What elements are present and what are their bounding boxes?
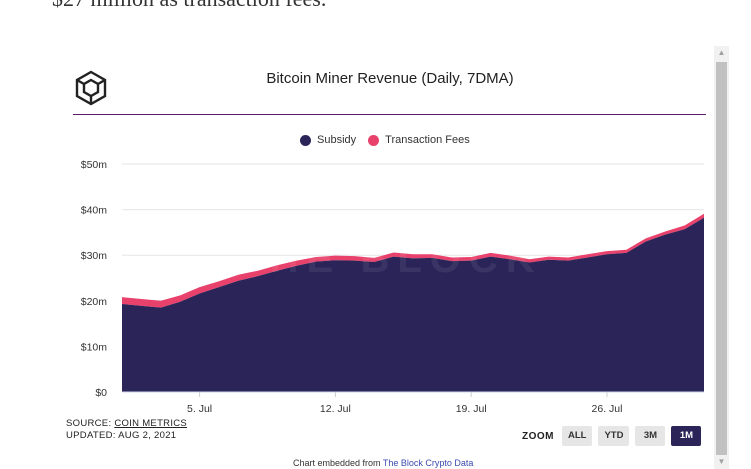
y-tick-label: $0 [95,387,107,399]
legend-item-subsidy[interactable]: Subsidy [300,134,356,146]
y-tick-label: $10m [81,341,108,353]
chart-watermark: THE BLOCK [237,237,542,281]
zoom-button-3m[interactable]: 3M [635,426,666,446]
zoom-controls: ZOOM ALL YTD 3M 1M [522,426,702,446]
zoom-label: ZOOM [522,430,554,442]
embed-credit: Chart embedded from The Block Crypto Dat… [293,458,473,468]
legend-label-transaction-fees: Transaction Fees [385,134,470,146]
embed-link[interactable]: The Block Crypto Data [382,458,474,468]
zoom-button-1m[interactable]: 1M [671,426,702,446]
legend-swatch-subsidy [300,134,311,146]
y-tick-label: $40m [81,205,108,217]
x-tick-label: 5. Jul [187,403,212,415]
x-tick-label: 12. Jul [320,403,351,415]
vertical-scrollbar[interactable]: ▲ ▼ [714,46,729,469]
y-tick-label: $50m [81,159,108,171]
source-line: SOURCE: COIN METRICS [66,418,187,430]
x-tick-label: 26. Jul [592,403,623,415]
x-tick-label: 19. Jul [456,403,487,415]
updated-line: UPDATED: AUG 2, 2021 [66,430,177,441]
series-area-transaction-fees [122,213,704,308]
source-prefix: SOURCE: [66,418,115,429]
chart-title: Bitcoin Miner Revenue (Daily, 7DMA) [266,70,514,87]
zoom-button-ytd[interactable]: YTD [598,426,630,446]
scroll-down-arrow-icon[interactable]: ▼ [717,457,726,466]
source-link[interactable]: COIN METRICS [114,418,188,429]
legend-item-transaction-fees[interactable]: Transaction Fees [368,134,470,146]
source-block: SOURCE: COIN METRICS UPDATED: AUG 2, 202… [66,418,187,442]
embed-prefix: Chart embedded from [293,458,383,468]
the-block-logo-icon [75,70,107,106]
scrollbar-thumb[interactable] [716,62,727,455]
zoom-button-all[interactable]: ALL [562,426,593,446]
y-tick-label: $20m [81,296,108,308]
series-area-subsidy [122,217,704,392]
legend-swatch-transaction-fees [368,134,380,146]
scroll-up-arrow-icon[interactable]: ▲ [717,48,726,57]
y-tick-label: $30m [81,250,108,262]
title-divider [73,114,706,115]
article-text-fragment: $27 million as transaction fees. [52,0,326,12]
legend-label-subsidy: Subsidy [317,134,357,146]
chart-legend: Subsidy Transaction Fees [300,134,470,146]
